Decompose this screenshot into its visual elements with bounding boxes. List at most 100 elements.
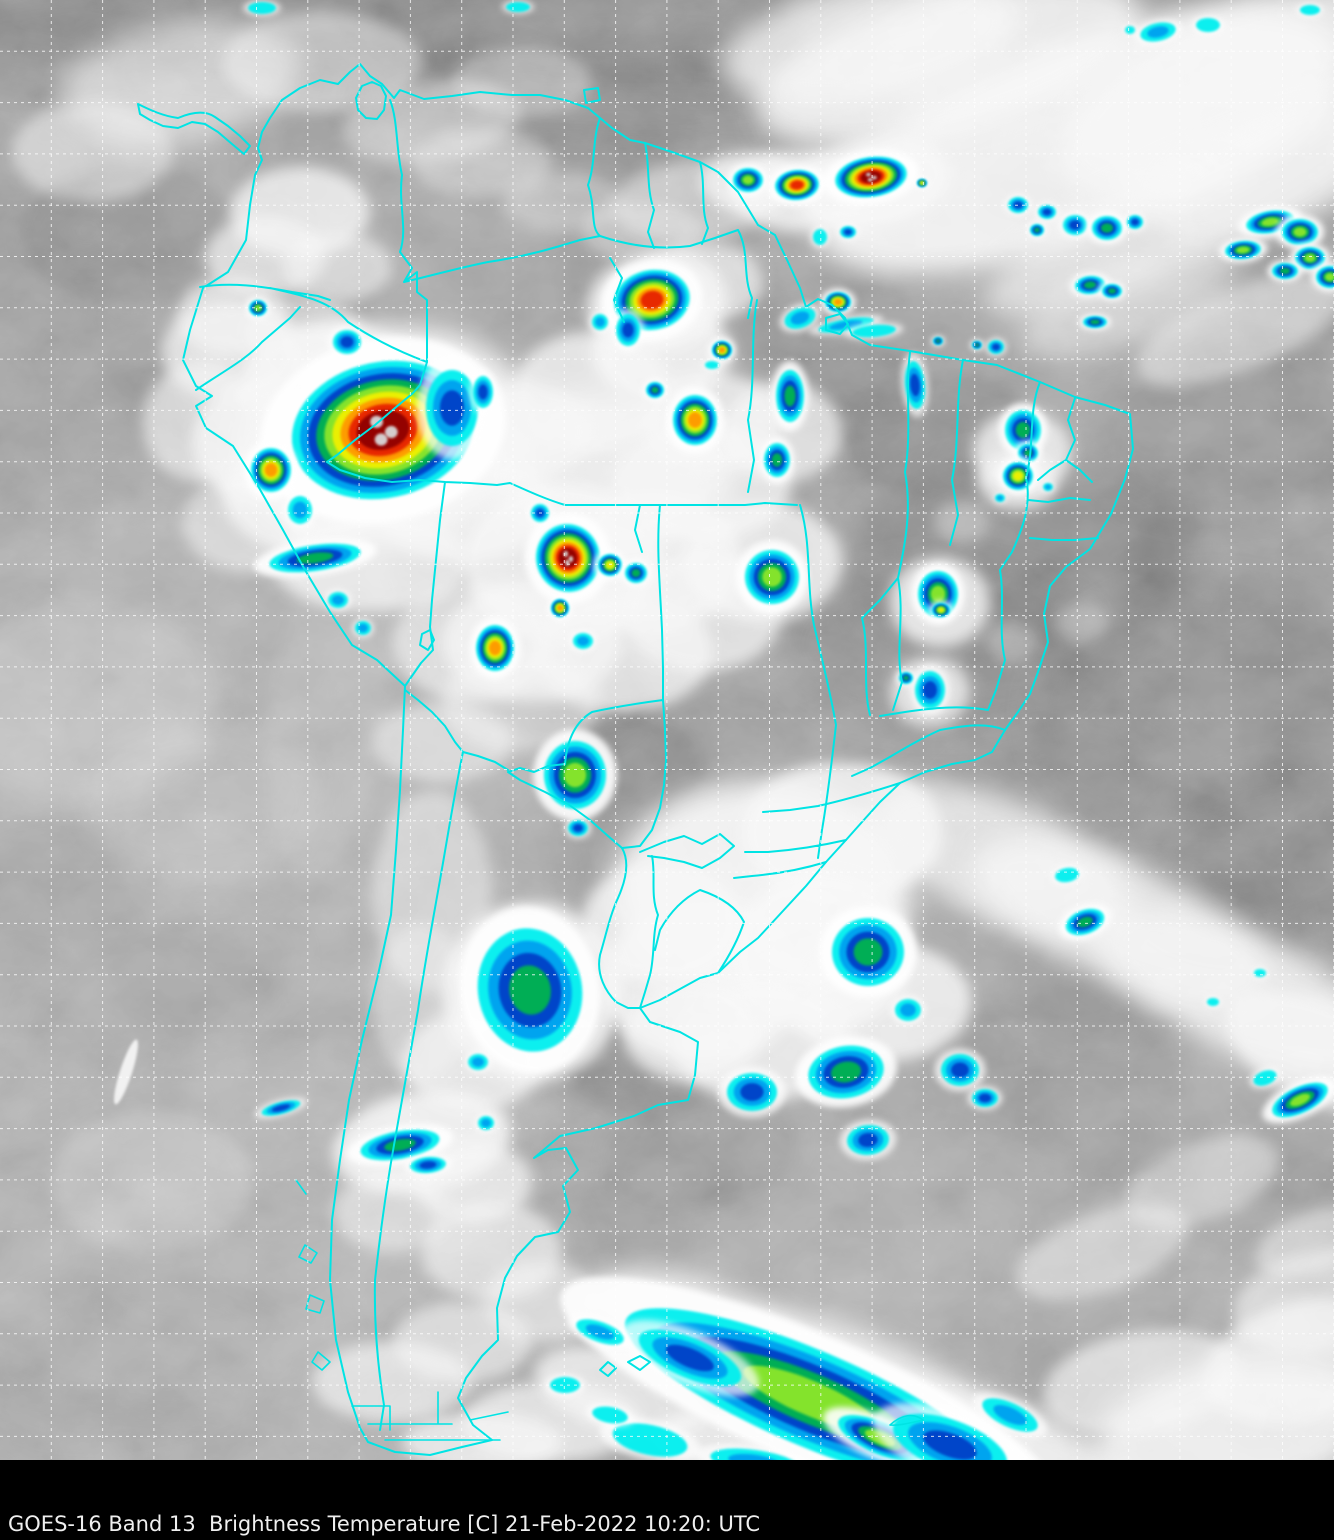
- caption-text: GOES-16 Band 13 Brightness Temperature […: [8, 1512, 761, 1536]
- cell-ring: [356, 410, 410, 450]
- overshooting-top: [370, 415, 383, 428]
- cloud-blob: [282, 232, 392, 302]
- cell-ring: [622, 322, 634, 338]
- cell-ring: [833, 298, 843, 306]
- cell-ring: [296, 552, 334, 564]
- cell-ring: [993, 1404, 1027, 1426]
- overshooting-top: [565, 559, 570, 566]
- cell-ring: [705, 361, 719, 369]
- cell-ring: [585, 1324, 615, 1340]
- satellite-image: [0, 0, 1334, 1460]
- cell-ring: [1101, 223, 1113, 233]
- cell-ring: [1069, 220, 1081, 230]
- cell-ring: [1304, 254, 1316, 262]
- cell-ring: [651, 386, 659, 394]
- cell-ring: [1131, 218, 1139, 226]
- overshooting-top: [568, 555, 574, 563]
- cloud-blob: [452, 47, 592, 117]
- cell-ring: [718, 347, 726, 353]
- overshooting-top: [867, 178, 873, 182]
- cell-ring: [852, 324, 896, 338]
- cell-ring: [358, 623, 368, 633]
- cell-ring: [292, 501, 308, 519]
- cell-ring: [271, 1104, 291, 1112]
- cell-ring: [938, 607, 944, 613]
- cell-ring: [264, 463, 278, 477]
- cloud-blob: [986, 622, 1038, 662]
- cell-ring: [978, 1093, 992, 1103]
- convective-cells-layer: [243, 0, 1334, 1460]
- cloud-blob: [52, 1112, 252, 1252]
- cell-ring: [1084, 281, 1096, 289]
- map-borders-layer: [137, 63, 1134, 1456]
- cell-ring: [742, 175, 754, 185]
- cell-ring: [740, 1083, 764, 1101]
- cell-ring: [762, 567, 782, 587]
- cell-ring: [858, 1132, 878, 1148]
- cloud-blob: [82, 722, 322, 882]
- cell-ring: [1055, 867, 1079, 883]
- cell-ring: [1125, 26, 1135, 34]
- cell-ring: [830, 1061, 862, 1083]
- southeast-borders-path: [598, 833, 745, 1009]
- cell-ring: [910, 373, 920, 397]
- brazil-states-path: [609, 257, 1099, 879]
- cell-ring: [920, 181, 924, 185]
- cell-ring: [631, 569, 641, 577]
- overshooting-top: [384, 425, 398, 439]
- cell-ring: [844, 229, 852, 235]
- cell-ring: [577, 636, 589, 646]
- cell-ring: [595, 317, 605, 327]
- cell-ring: [1196, 18, 1220, 32]
- paraguay-border-path: [507, 699, 667, 849]
- cell-ring: [923, 1430, 977, 1460]
- cell-ring: [1207, 998, 1219, 1006]
- cell-ring: [1013, 471, 1023, 481]
- cell-ring: [771, 453, 783, 467]
- cell-ring: [550, 1377, 580, 1393]
- cell-ring: [1015, 422, 1031, 438]
- cell-ring: [997, 495, 1003, 501]
- latlon-grid: [0, 0, 1334, 1460]
- cell-ring: [1108, 288, 1116, 294]
- cell-ring: [1077, 916, 1093, 928]
- cell-ring: [439, 390, 465, 426]
- west-borders-path: [326, 361, 798, 1431]
- cell-ring: [1261, 217, 1279, 227]
- cell-ring: [728, 1453, 782, 1460]
- overshooting-top: [871, 175, 877, 180]
- cell-ring: [1042, 208, 1052, 216]
- cell-ring: [248, 2, 276, 14]
- cell-ring: [478, 384, 488, 400]
- cell-ring: [860, 171, 882, 183]
- overshooting-top: [865, 172, 871, 177]
- cell-ring: [790, 311, 810, 325]
- cell-ring: [592, 1406, 628, 1424]
- cell-ring: [472, 1057, 484, 1067]
- cell-ring: [1290, 1093, 1310, 1107]
- cell-ring: [1236, 246, 1250, 254]
- coastline-path: [182, 63, 1134, 1456]
- cloud-blob: [312, 1342, 472, 1422]
- cell-ring: [340, 336, 354, 348]
- cell-ring: [481, 1118, 491, 1128]
- cell-ring: [784, 385, 796, 407]
- cell-ring: [923, 681, 937, 699]
- cell-ring: [853, 938, 883, 966]
- cell-ring: [606, 561, 614, 569]
- cell-ring: [506, 2, 530, 12]
- cell-ring: [640, 290, 664, 310]
- cell-ring: [419, 1161, 437, 1169]
- cell-ring: [384, 1138, 416, 1152]
- cell-ring: [1254, 969, 1266, 977]
- cell-ring: [1324, 273, 1334, 281]
- cell-ring: [332, 595, 344, 605]
- north-borders-path: [195, 99, 753, 391]
- cell-ring: [930, 585, 946, 603]
- cell-ring: [1279, 267, 1291, 275]
- cell-ring: [563, 762, 587, 788]
- cell-ring: [1300, 5, 1320, 15]
- cell-ring: [489, 640, 501, 656]
- cell-ring: [1147, 26, 1169, 38]
